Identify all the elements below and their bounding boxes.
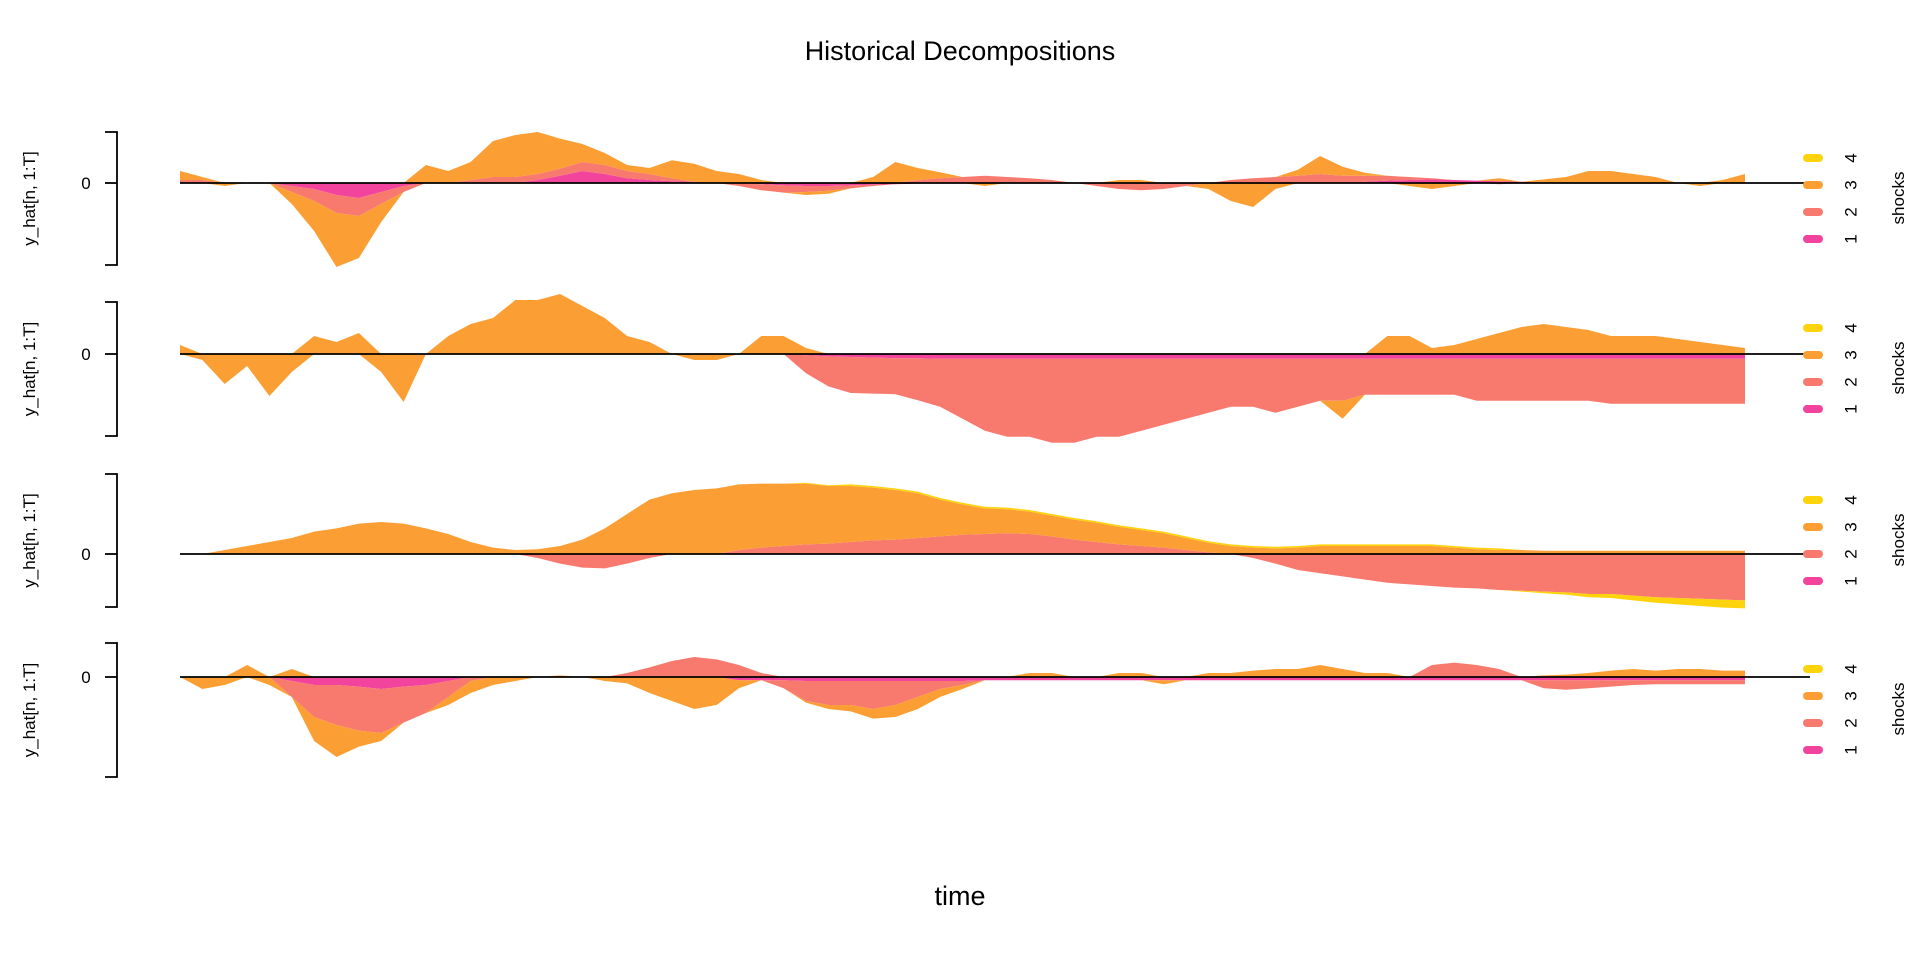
area-shock-1-neg-panel-2 [180,354,1745,359]
area-shock-1-pos-panel-1 [180,171,1745,183]
legend-panel-3: 4 3 2 1 shocks [1803,495,1908,586]
panel-3: 0 y_hat[n, 1:T] 4 3 2 1 shocks [20,473,1908,609]
legend-title-panel-1: shocks [1889,172,1908,225]
legend-swatch-shock-1-panel-2 [1803,405,1823,413]
legend-label-shock-3-panel-2: 3 [1841,350,1860,359]
y-axis-label-panel-2: y_hat[n, 1:T] [20,322,39,417]
y-axis-label-panel-3: y_hat[n, 1:T] [20,493,39,588]
y-tick-label-panel-2: 0 [81,345,90,364]
area-shock-2-pos-panel-3 [180,533,1745,554]
legend-label-shock-3-panel-1: 3 [1841,180,1860,189]
legend-label-shock-4-panel-3: 4 [1841,495,1860,504]
legend-label-shock-3-panel-3: 3 [1841,522,1860,531]
area-shock-3-neg-panel-4 [180,677,1745,757]
panel-1: 0 y_hat[n, 1:T] 4 3 2 1 shocks [20,131,1908,267]
area-shock-2-neg-panel-2 [180,354,1745,443]
legend-label-shock-2-panel-1: 2 [1841,207,1860,216]
area-shock-1-neg-panel-1 [180,183,1745,198]
legend-label-shock-3-panel-4: 3 [1841,691,1860,700]
legend-swatch-shock-4-panel-2 [1803,324,1823,332]
legend-label-shock-1-panel-3: 1 [1841,576,1860,585]
y-tick-label-panel-4: 0 [81,668,90,687]
legend-swatch-shock-4-panel-3 [1803,496,1823,504]
y-tick-label-panel-3: 0 [81,545,90,564]
y-axis-panel-2 [105,301,118,437]
panel-4: 0 y_hat[n, 1:T] 4 3 2 1 shocks [20,642,1908,778]
area-shock-3-pos-panel-4 [180,657,1745,677]
panel-2: 0 y_hat[n, 1:T] 4 3 2 1 shocks [20,294,1908,443]
area-shock-2-neg-panel-3 [180,554,1745,601]
legend-title-panel-3: shocks [1889,514,1908,567]
legend-label-shock-4-panel-2: 4 [1841,323,1860,332]
area-shock-3-pos-panel-3 [180,483,1745,554]
y-axis-panel-1 [105,131,118,266]
area-shock-2-pos-panel-1 [180,162,1745,183]
legend-swatch-shock-3-panel-4 [1803,692,1823,700]
panels: 0 y_hat[n, 1:T] 4 3 2 1 shocks 0 y_hat[n, 1:T] 4 3… [20,131,1908,778]
legend-label-shock-4-panel-4: 4 [1841,664,1860,673]
legend-swatch-shock-1-panel-3 [1803,577,1823,585]
legend-swatch-shock-2-panel-1 [1803,208,1823,216]
legend-label-shock-2-panel-4: 2 [1841,718,1860,727]
y-axis-panel-4 [105,642,118,778]
legend-swatch-shock-1-panel-4 [1803,746,1823,754]
legend-panel-2: 4 3 2 1 shocks [1803,323,1908,414]
area-shock-2-pos-panel-4 [180,657,1745,677]
legend-swatch-shock-2-panel-3 [1803,550,1823,558]
legend-swatch-shock-1-panel-1 [1803,235,1823,243]
area-shock-3-pos-panel-2 [180,294,1745,354]
legend-label-shock-2-panel-2: 2 [1841,377,1860,386]
x-axis-label: time [934,881,985,911]
y-axis-label-panel-1: y_hat[n, 1:T] [20,151,39,246]
y-axis-panel-3 [105,473,118,608]
legend-title-panel-2: shocks [1889,342,1908,395]
legend-swatch-shock-3-panel-3 [1803,523,1823,531]
area-shock-3-neg-panel-1 [180,183,1745,267]
legend-title-panel-4: shocks [1889,683,1908,736]
legend-panel-1: 4 3 2 1 shocks [1803,153,1908,244]
area-shock-2-neg-panel-4 [180,677,1745,733]
legend-label-shock-2-panel-3: 2 [1841,549,1860,558]
legend-label-shock-1-panel-2: 1 [1841,404,1860,413]
legend-label-shock-1-panel-1: 1 [1841,234,1860,243]
legend-swatch-shock-2-panel-4 [1803,719,1823,727]
y-axis-label-panel-4: y_hat[n, 1:T] [20,663,39,758]
area-shock-2-neg-panel-1 [180,183,1745,216]
legend-swatch-shock-3-panel-1 [1803,181,1823,189]
area-shock-3-pos-panel-1 [180,132,1745,183]
chart-title: Historical Decompositions [805,36,1116,66]
legend-label-shock-4-panel-1: 4 [1841,153,1860,162]
legend-swatch-shock-2-panel-2 [1803,378,1823,386]
legend-panel-4: 4 3 2 1 shocks [1803,664,1908,755]
legend-label-shock-1-panel-4: 1 [1841,745,1860,754]
area-shock-1-neg-panel-4 [180,677,1745,689]
y-tick-label-panel-1: 0 [81,174,90,193]
legend-swatch-shock-3-panel-2 [1803,351,1823,359]
legend-swatch-shock-4-panel-1 [1803,154,1823,162]
legend-swatch-shock-4-panel-4 [1803,665,1823,673]
